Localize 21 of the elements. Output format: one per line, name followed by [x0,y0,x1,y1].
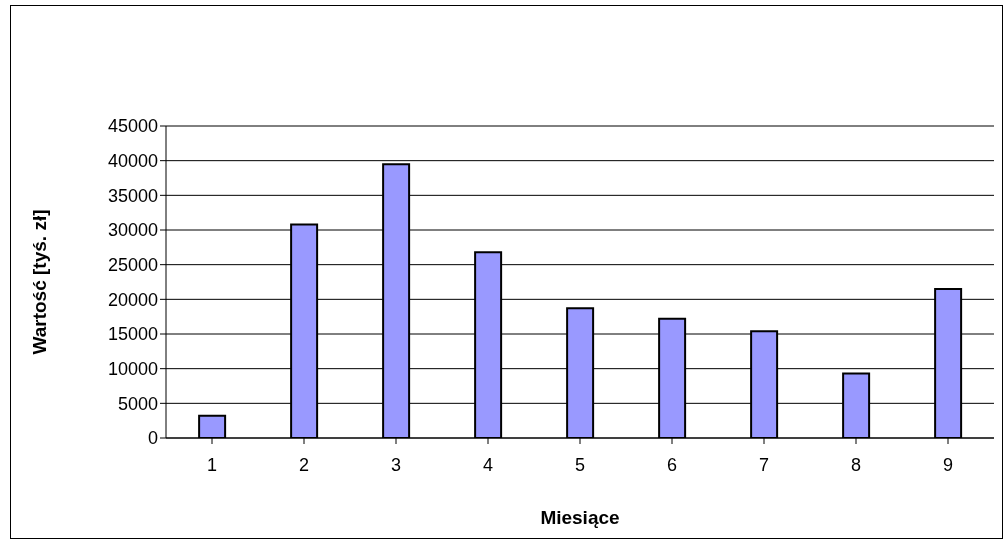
y-tick-label: 5000 [117,393,158,414]
y-tick-label: 10000 [107,359,158,380]
x-tick-label: 8 [850,454,862,475]
y-axis-title: Wartość [tyś. zł] [28,209,50,355]
y-tick-label: 40000 [107,151,158,172]
y-tick-label: 15000 [107,324,158,345]
y-tick-label: 0 [147,428,158,449]
x-tick-label: 5 [574,454,586,475]
x-tick-label: 2 [298,454,310,475]
x-tick-label: 7 [758,454,770,475]
y-tick-label: 35000 [107,185,158,206]
x-tick-label: 3 [390,454,402,475]
x-tick-label: 4 [482,454,494,475]
y-tick-label: 25000 [107,255,158,276]
y-tick-label: 30000 [107,220,158,241]
x-axis-title: Miesiące [540,507,620,528]
x-tick-label: 9 [942,454,954,475]
y-tick-label: 20000 [107,289,158,310]
y-tick-label: 45000 [107,116,158,137]
x-tick-label: 6 [666,454,678,475]
x-tick-label: 1 [206,454,218,475]
